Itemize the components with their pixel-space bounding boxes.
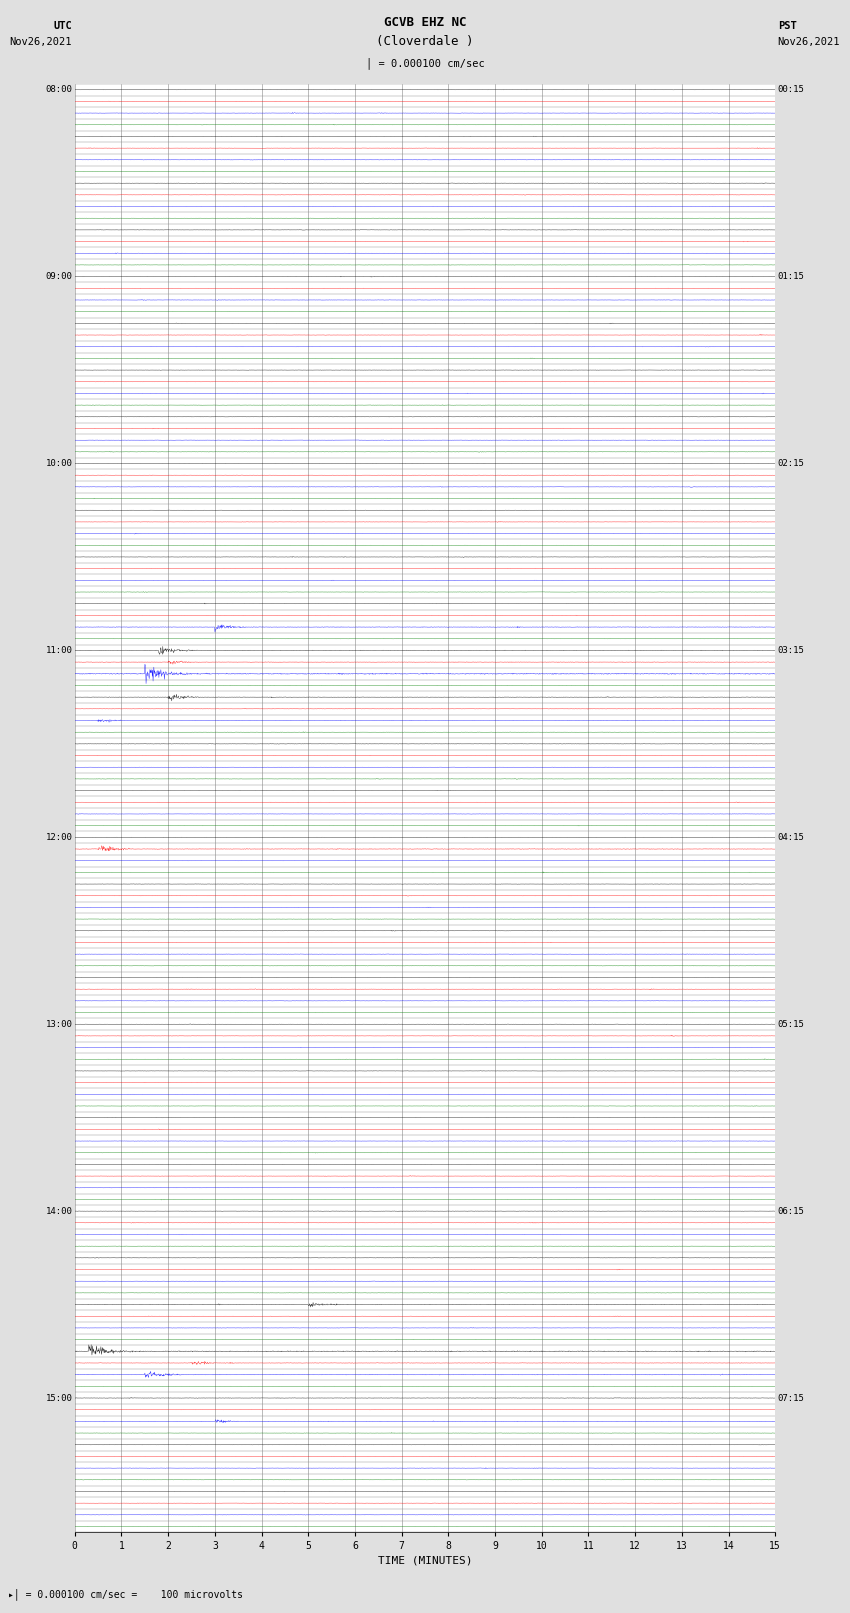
Text: 01:15: 01:15: [778, 273, 805, 281]
Text: ▸│ = 0.000100 cm/sec =    100 microvolts: ▸│ = 0.000100 cm/sec = 100 microvolts: [8, 1589, 243, 1600]
Text: 07:15: 07:15: [778, 1394, 805, 1403]
Text: Nov26,2021: Nov26,2021: [9, 37, 72, 47]
Text: 15:00: 15:00: [45, 1394, 72, 1403]
Text: 00:15: 00:15: [778, 85, 805, 94]
Text: │ = 0.000100 cm/sec: │ = 0.000100 cm/sec: [366, 56, 484, 69]
Text: (Cloverdale ): (Cloverdale ): [377, 35, 473, 48]
Text: 03:15: 03:15: [778, 645, 805, 655]
Text: 09:00: 09:00: [45, 273, 72, 281]
Text: 13:00: 13:00: [45, 1019, 72, 1029]
Text: 08:00: 08:00: [45, 85, 72, 94]
Text: PST: PST: [778, 21, 796, 31]
Text: GCVB EHZ NC: GCVB EHZ NC: [383, 16, 467, 29]
Text: Nov26,2021: Nov26,2021: [778, 37, 841, 47]
Text: 05:15: 05:15: [778, 1019, 805, 1029]
Text: UTC: UTC: [54, 21, 72, 31]
Text: 04:15: 04:15: [778, 832, 805, 842]
X-axis label: TIME (MINUTES): TIME (MINUTES): [377, 1555, 473, 1566]
Text: 06:15: 06:15: [778, 1207, 805, 1216]
Text: 11:00: 11:00: [45, 645, 72, 655]
Text: 14:00: 14:00: [45, 1207, 72, 1216]
Text: 02:15: 02:15: [778, 460, 805, 468]
Text: 10:00: 10:00: [45, 460, 72, 468]
Text: 12:00: 12:00: [45, 832, 72, 842]
